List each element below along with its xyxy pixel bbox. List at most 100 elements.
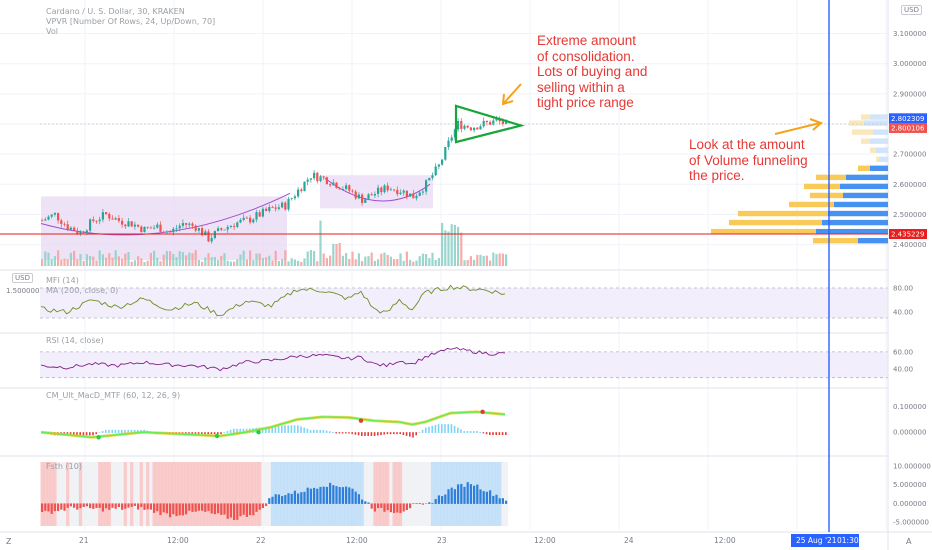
candle-body (313, 172, 316, 179)
volume-bar (402, 260, 405, 266)
fsth-bar (431, 503, 434, 504)
rsi-legend[interactable]: RSI (14, close) (46, 336, 104, 345)
fsth-bar (434, 499, 437, 504)
candle-body (421, 191, 424, 193)
candle-body (306, 179, 309, 182)
candle-body (239, 219, 242, 223)
fsth-bar (444, 494, 447, 504)
panel-band (40, 288, 888, 318)
volume-bar (300, 261, 303, 266)
candle-body (482, 120, 485, 127)
volume-bar (50, 259, 53, 266)
volume-bar (319, 220, 322, 266)
fsth-bg-col (408, 462, 413, 526)
macd-hist-bar (233, 428, 235, 433)
timezone-z-button[interactable]: Z (6, 537, 12, 546)
vol-legend[interactable]: Vol (46, 27, 58, 36)
fsth-bg-col (277, 462, 281, 526)
macd-hist-bar (444, 424, 446, 433)
time-tick-label: 12:00 (167, 536, 189, 545)
fsth-bar (386, 503, 389, 511)
macd-hist-bar (204, 432, 206, 435)
volume-bar (373, 260, 376, 266)
volume-bar (479, 254, 482, 266)
symbol-title[interactable]: Cardano / U. S. Dollar, 30, KRAKEN (46, 7, 185, 16)
fsth-bar (175, 503, 178, 517)
macd-hist-bar (277, 426, 280, 433)
vpvr-legend[interactable]: VPVR [Number Of Rows, 24, Up/Down, 70] (46, 17, 216, 26)
fsth-bg-col (504, 462, 509, 526)
volume-bar (172, 253, 175, 266)
fsth-bg-col (59, 462, 64, 526)
macd-hist-bar (194, 432, 197, 435)
volume-bar (357, 253, 360, 266)
candle-body (332, 182, 335, 186)
fsth-bar (66, 503, 69, 508)
fsth-bar (377, 503, 380, 509)
volume-bar (428, 258, 431, 266)
currency-button[interactable]: USD (901, 5, 922, 15)
volume-bar (271, 260, 274, 266)
macd-hist-bar (268, 427, 270, 433)
macd-hist-bar (105, 429, 107, 433)
vp-down-bar (810, 192, 843, 199)
price-candles (41, 115, 508, 244)
fsth-bg-col (248, 462, 253, 526)
macd-legend[interactable]: CM_Ult_MacD_MTF (60, 12, 26, 9) (46, 391, 181, 400)
candle-body (223, 229, 226, 231)
fsth-bg-col (194, 462, 198, 526)
vp-up-bar (816, 228, 888, 235)
fsth-bar (313, 487, 316, 504)
auto-scale-button[interactable]: A (906, 537, 912, 546)
fsth-bar (332, 485, 335, 504)
fsth-bg-col (110, 462, 115, 526)
fsth-bar (236, 503, 239, 520)
candle-body (181, 223, 184, 226)
candle-body (245, 217, 248, 219)
rsi-line (40, 347, 506, 372)
fsth-bar (101, 503, 104, 512)
macd-hist-bar (73, 432, 75, 436)
volume-bar (274, 250, 277, 266)
fsth-bar (185, 503, 188, 515)
macd-hist-bar (293, 425, 296, 433)
candle-body (133, 224, 136, 227)
candle-body (252, 219, 255, 223)
volume-bar (245, 259, 248, 266)
volume-bar (287, 261, 290, 266)
price-tag (889, 113, 927, 124)
fsth-bg-col (501, 462, 505, 526)
macd-hist-bar (98, 432, 101, 433)
macd-hist-bar (207, 432, 209, 435)
fsth-bg-col (120, 462, 125, 526)
fsth-bg-col (370, 462, 374, 526)
fsth-legend[interactable]: Fsth (10) (46, 462, 82, 471)
fsth-tick-label: 10.000000 (893, 462, 931, 470)
vp-up-bar (828, 210, 888, 217)
fsth-bg-col (357, 462, 361, 526)
fsth-bar (121, 503, 124, 510)
volume-bar (169, 251, 172, 266)
mfi-legend[interactable]: MFI (14) MA (200, close, 0) (46, 276, 119, 295)
vp-up-bar (876, 147, 888, 153)
volume-note[interactable]: Look at the amount of Volume funneling t… (689, 137, 808, 183)
fsth-bar (50, 503, 53, 514)
macd-hist-bar (457, 427, 459, 433)
volume-bar (111, 257, 114, 266)
fsth-bar (210, 503, 213, 514)
fsth-bar (178, 503, 181, 516)
candle-body (447, 140, 450, 148)
volume-bar (53, 256, 56, 266)
fsth-bg-col (104, 462, 109, 526)
macd-hist-bar (210, 432, 213, 435)
fsth-bar (290, 493, 293, 504)
macd-hist-bar (367, 432, 369, 436)
volume-bar (255, 253, 258, 266)
fsth-bar (261, 503, 264, 509)
volume-bar (47, 252, 50, 266)
consolidation-note[interactable]: Extreme amount of consolidation. Lots of… (537, 33, 648, 110)
candle-body (143, 226, 146, 232)
rsi-series-line (40, 347, 506, 372)
vp-down-bar (849, 120, 864, 126)
